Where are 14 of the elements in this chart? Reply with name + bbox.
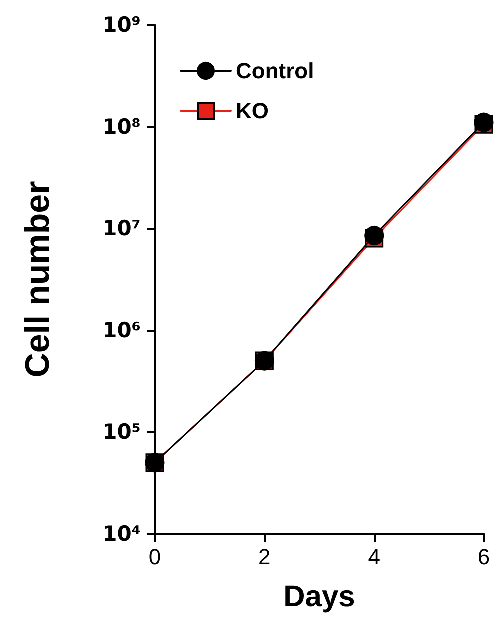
x-tick-label: 6 [478, 544, 490, 570]
x-tick-label: 4 [368, 544, 380, 570]
x-axis-title: Days [284, 580, 356, 614]
x-tick-label: 2 [258, 544, 271, 570]
legend-label: KO [236, 98, 269, 124]
y-tick-label: 10⁸ [102, 114, 141, 139]
y-tick-label: 10⁹ [102, 13, 141, 37]
y-tick-label: 10⁵ [102, 420, 141, 444]
y-axis-title: Cell number [19, 181, 57, 378]
legend-label: Control [236, 58, 314, 84]
y-tick-label: 10⁷ [102, 216, 141, 241]
x-tick-label: 0 [148, 544, 162, 570]
y-tick-label: 10⁴ [102, 522, 141, 546]
y-tick-label: 10⁶ [102, 318, 141, 342]
